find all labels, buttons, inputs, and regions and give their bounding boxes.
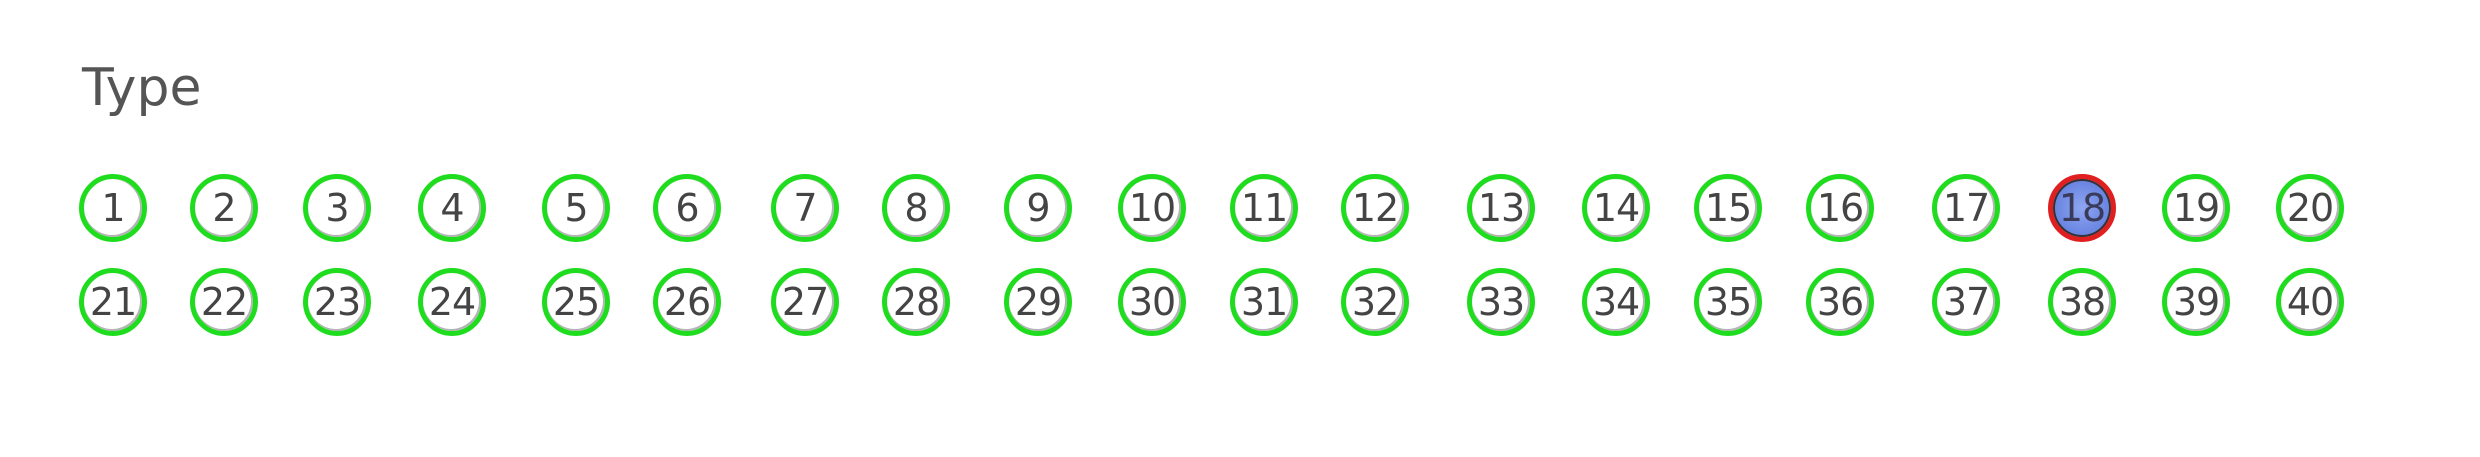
type-option-label: 37 [1942,280,1990,324]
type-option-38[interactable]: 38 [2048,268,2116,336]
type-option-27[interactable]: 27 [771,268,839,336]
type-option-label: 5 [564,186,588,230]
type-option-label: 6 [675,186,699,230]
type-option-11[interactable]: 11 [1230,174,1298,242]
type-option-2[interactable]: 2 [190,174,258,242]
type-option-35[interactable]: 35 [1694,268,1762,336]
type-option-15[interactable]: 15 [1694,174,1762,242]
type-option-22[interactable]: 22 [190,268,258,336]
type-option-5[interactable]: 5 [542,174,610,242]
type-option-29[interactable]: 29 [1004,268,1072,336]
type-option-label: 28 [892,280,940,324]
type-option-26[interactable]: 26 [653,268,721,336]
type-option-label: 19 [2172,186,2220,230]
type-option-label: 13 [1477,186,1525,230]
type-option-32[interactable]: 32 [1341,268,1409,336]
type-option-19[interactable]: 19 [2162,174,2230,242]
type-option-37[interactable]: 37 [1932,268,2000,336]
type-option-21[interactable]: 21 [79,268,147,336]
type-option-label: 27 [781,280,829,324]
type-option-40[interactable]: 40 [2276,268,2344,336]
type-option-label: 4 [440,186,464,230]
type-option-label: 20 [2286,186,2334,230]
type-option-23[interactable]: 23 [303,268,371,336]
type-option-33[interactable]: 33 [1467,268,1535,336]
type-option-label: 36 [1816,280,1864,324]
type-option-label: 30 [1128,280,1176,324]
type-option-24[interactable]: 24 [418,268,486,336]
type-option-label: 16 [1816,186,1864,230]
type-option-14[interactable]: 14 [1582,174,1650,242]
type-option-label: 18 [2058,186,2106,230]
type-option-label: 32 [1351,280,1399,324]
type-option-label: 34 [1592,280,1640,324]
type-option-label: 7 [793,186,817,230]
type-option-17[interactable]: 17 [1932,174,2000,242]
type-option-label: 23 [313,280,361,324]
type-option-4[interactable]: 4 [418,174,486,242]
type-option-label: 26 [663,280,711,324]
type-option-label: 1 [101,186,125,230]
type-option-18[interactable]: 18 [2048,174,2116,242]
type-option-label: 22 [200,280,248,324]
type-option-1[interactable]: 1 [79,174,147,242]
type-option-12[interactable]: 12 [1341,174,1409,242]
type-option-label: 33 [1477,280,1525,324]
type-option-label: 25 [552,280,600,324]
type-option-label: 29 [1014,280,1062,324]
type-option-label: 17 [1942,186,1990,230]
type-option-label: 39 [2172,280,2220,324]
type-option-label: 12 [1351,186,1399,230]
type-option-34[interactable]: 34 [1582,268,1650,336]
type-option-31[interactable]: 31 [1230,268,1298,336]
type-option-label: 40 [2286,280,2334,324]
type-option-28[interactable]: 28 [882,268,950,336]
type-option-label: 10 [1128,186,1176,230]
type-option-label: 35 [1704,280,1752,324]
type-option-39[interactable]: 39 [2162,268,2230,336]
type-option-6[interactable]: 6 [653,174,721,242]
type-option-13[interactable]: 13 [1467,174,1535,242]
type-option-label: 21 [89,280,137,324]
type-option-36[interactable]: 36 [1806,268,1874,336]
type-option-3[interactable]: 3 [303,174,371,242]
type-option-9[interactable]: 9 [1004,174,1072,242]
section-title: Type [82,58,202,118]
type-option-label: 38 [2058,280,2106,324]
type-option-30[interactable]: 30 [1118,268,1186,336]
type-option-label: 15 [1704,186,1752,230]
type-option-16[interactable]: 16 [1806,174,1874,242]
type-option-label: 31 [1240,280,1288,324]
type-option-label: 24 [428,280,476,324]
type-option-25[interactable]: 25 [542,268,610,336]
type-option-label: 8 [904,186,928,230]
type-option-10[interactable]: 10 [1118,174,1186,242]
type-option-8[interactable]: 8 [882,174,950,242]
type-option-20[interactable]: 20 [2276,174,2344,242]
type-option-7[interactable]: 7 [771,174,839,242]
type-option-label: 11 [1240,186,1288,230]
type-option-label: 3 [325,186,349,230]
type-option-label: 9 [1026,186,1050,230]
type-option-label: 2 [212,186,236,230]
type-option-label: 14 [1592,186,1640,230]
